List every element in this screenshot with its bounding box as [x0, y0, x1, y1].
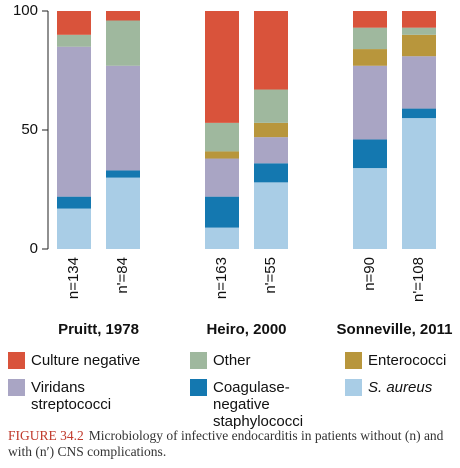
bar-segment: [353, 139, 387, 169]
bar-segment: [353, 168, 387, 249]
y-tick-label: 0: [30, 240, 38, 257]
legend-label: S. aureus: [368, 379, 433, 396]
legend-swatch: [345, 352, 362, 369]
bar-segment: [353, 49, 387, 66]
bar-segment: [205, 158, 239, 197]
group-label: Pruitt, 1978: [58, 321, 139, 338]
bar-segment: [254, 89, 288, 123]
bar-segment: [57, 34, 91, 47]
legend-item: Culture negative: [8, 352, 158, 369]
legend-item: Coagulase-negative staphylococci: [190, 379, 340, 430]
bar-segment: [205, 151, 239, 159]
y-tick-label: 100: [13, 2, 38, 19]
caption-text: Microbiology of infective endocarditis i…: [8, 428, 444, 459]
legend-label: Culture negative: [31, 352, 141, 369]
bar-segment: [353, 27, 387, 50]
legend: Culture negative Other Enterococci Viridans…: [0, 348, 460, 430]
legend-item: Viridans streptococci: [8, 379, 158, 413]
bar-segment: [106, 177, 140, 249]
legend-swatch: [8, 352, 25, 369]
bar-segment: [106, 170, 140, 178]
bar-segment: [254, 11, 288, 90]
bar-segment: [402, 108, 436, 119]
caption-label: FIGURE 34.2: [8, 428, 84, 443]
legend-item: Other: [190, 352, 340, 369]
x-tick-label: n'=84: [114, 257, 131, 294]
bar-segment: [254, 182, 288, 249]
caption: FIGURE 34.2 Microbiology of infective end…: [8, 428, 456, 460]
legend-item: S. aureus: [345, 379, 455, 396]
bar-segment: [57, 196, 91, 209]
legend-label: Other: [213, 352, 251, 369]
bar-segment: [402, 11, 436, 28]
bar-segment: [402, 27, 436, 35]
bar-segment: [353, 65, 387, 140]
x-tick-label: n'=108: [410, 257, 427, 302]
bar-segment: [106, 20, 140, 66]
bar-segment: [402, 34, 436, 57]
legend-label: Coagulase-negative staphylococci: [213, 379, 304, 430]
x-tick-label: n=90: [361, 257, 378, 291]
group-label: Sonneville, 2011: [337, 321, 453, 338]
bar-segment: [254, 122, 288, 138]
x-tick-label: n=134: [65, 257, 82, 299]
bar-segment: [205, 11, 239, 123]
legend-label: Viridans streptococci: [31, 379, 112, 413]
legend-label: Enterococci: [368, 352, 447, 369]
bar-segment: [254, 163, 288, 183]
group-label: Heiro, 2000: [206, 321, 286, 338]
legend-item: Enterococci: [345, 352, 455, 369]
chart: 0 50 100 n=134 n'=84 n=163 n'=55 n=90 n'=108 Prui…: [13, 2, 453, 338]
bar-segment: [57, 208, 91, 249]
bar-segment: [205, 122, 239, 152]
x-tick-label: n'=55: [262, 257, 279, 294]
bar-segment: [402, 56, 436, 109]
bar-segment: [205, 227, 239, 249]
bar-segment: [106, 65, 140, 171]
legend-swatch: [190, 352, 207, 369]
y-tick-label: 50: [21, 121, 38, 138]
legend-swatch: [8, 379, 25, 396]
bar-segment: [57, 46, 91, 197]
bar-segment: [353, 11, 387, 28]
bar-segment: [254, 137, 288, 164]
x-tick-label: n=163: [213, 257, 230, 299]
bar-segment: [205, 196, 239, 228]
legend-swatch: [345, 379, 362, 396]
legend-swatch: [190, 379, 207, 396]
bar-segment: [106, 11, 140, 21]
bar-segment: [402, 118, 436, 249]
bar-segment: [57, 11, 91, 35]
